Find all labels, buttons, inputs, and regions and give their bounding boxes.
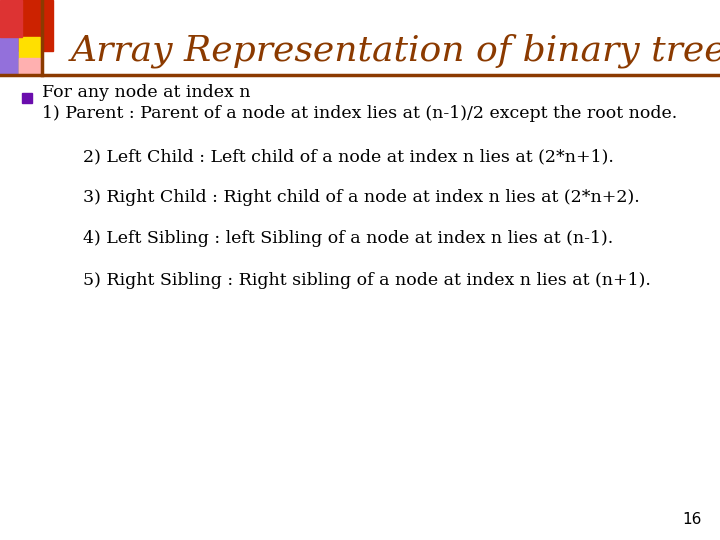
Text: 2) Left Child : Left child of a node at index n lies at (2*n+1).: 2) Left Child : Left child of a node at … [83, 148, 613, 165]
Bar [0, 0, 22, 37]
Text: 4) Left Sibling : left Sibling of a node at index n lies at (n-1).: 4) Left Sibling : left Sibling of a node… [83, 230, 613, 247]
Bar [19, 58, 40, 75]
Text: Array Representation of binary tree: Array Representation of binary tree [71, 33, 720, 68]
Bar [0, 23, 35, 75]
Bar [19, 37, 40, 75]
Text: 16: 16 [683, 511, 702, 526]
Text: 3) Right Child : Right child of a node at index n lies at (2*n+2).: 3) Right Child : Right child of a node a… [83, 188, 639, 206]
Bar [19, 0, 53, 51]
Text: 5) Right Sibling : Right sibling of a node at index n lies at (n+1).: 5) Right Sibling : Right sibling of a no… [83, 272, 651, 289]
Text: For any node at index n: For any node at index n [42, 84, 251, 102]
Text: 1) Parent : Parent of a node at index lies at (n-1)/2 except the root node.: 1) Parent : Parent of a node at index li… [42, 105, 677, 122]
